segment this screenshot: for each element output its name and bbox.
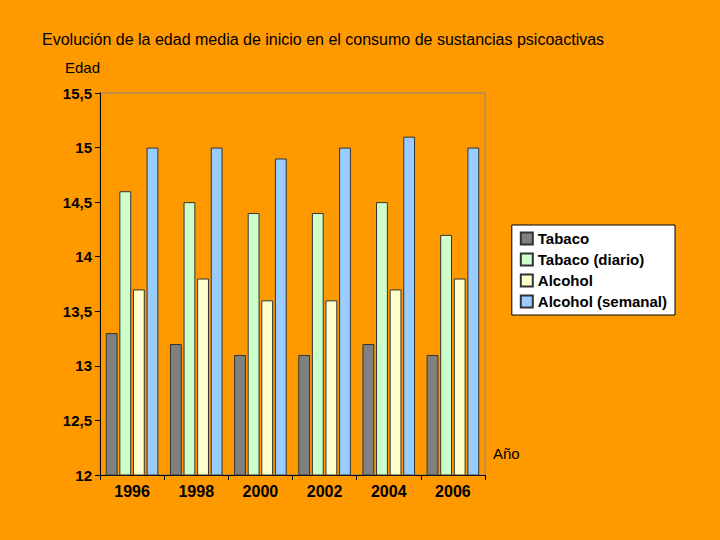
svg-text:1996: 1996 bbox=[114, 483, 150, 500]
svg-text:Año: Año bbox=[493, 445, 520, 462]
svg-text:2002: 2002 bbox=[307, 483, 343, 500]
svg-text:15,5: 15,5 bbox=[63, 85, 92, 102]
svg-text:13: 13 bbox=[75, 357, 92, 374]
svg-text:Alcohol: Alcohol bbox=[538, 272, 593, 289]
svg-text:2000: 2000 bbox=[243, 483, 279, 500]
svg-text:15: 15 bbox=[75, 139, 92, 156]
svg-text:2004: 2004 bbox=[371, 483, 407, 500]
svg-text:14: 14 bbox=[75, 248, 92, 265]
svg-text:12: 12 bbox=[75, 467, 92, 484]
svg-text:Alcohol (semanal): Alcohol (semanal) bbox=[538, 293, 667, 310]
svg-text:Edad: Edad bbox=[65, 59, 100, 76]
svg-text:Evolución de la edad media de: Evolución de la edad media de inicio en … bbox=[42, 31, 604, 48]
svg-text:Tabaco (diario): Tabaco (diario) bbox=[538, 251, 644, 268]
svg-text:1998: 1998 bbox=[178, 483, 214, 500]
svg-text:13,5: 13,5 bbox=[63, 303, 92, 320]
svg-text:Tabaco: Tabaco bbox=[538, 230, 589, 247]
svg-text:2006: 2006 bbox=[435, 483, 471, 500]
svg-text:14,5: 14,5 bbox=[63, 194, 92, 211]
svg-text:12,5: 12,5 bbox=[63, 412, 92, 429]
